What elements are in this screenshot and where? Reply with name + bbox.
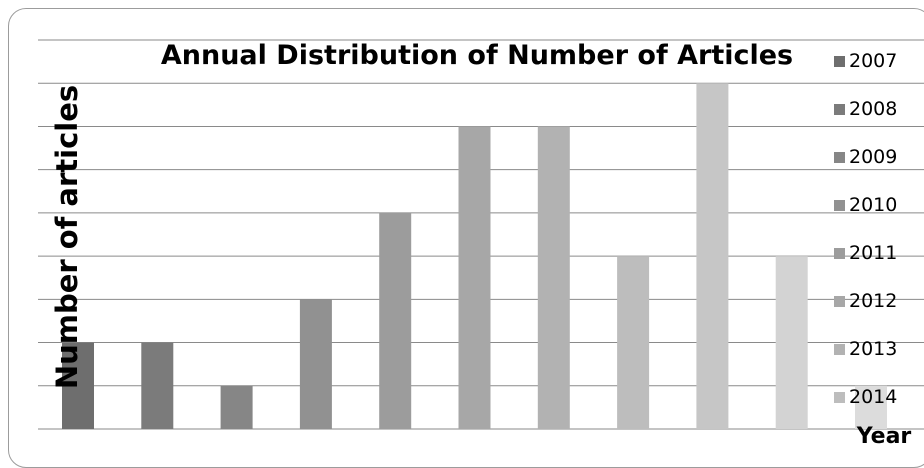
legend: 2007 2008 2009 2010 2011 2012 2013 2014 bbox=[834, 50, 897, 408]
legend-entry-2011: 2011 bbox=[834, 242, 897, 264]
bar-2016 bbox=[775, 256, 808, 429]
legend-entry-2008: 2008 bbox=[834, 98, 897, 120]
bar-2010 bbox=[299, 299, 332, 429]
bar-2014 bbox=[617, 256, 650, 429]
legend-label: 2008 bbox=[849, 98, 897, 120]
legend-label: 2009 bbox=[849, 146, 897, 168]
legend-swatch bbox=[834, 296, 845, 307]
bar-chart: Annual Distribution of Number of Article… bbox=[38, 39, 924, 449]
legend-entry-2012: 2012 bbox=[834, 290, 897, 312]
bar-2015 bbox=[696, 83, 729, 429]
legend-label: 2013 bbox=[849, 338, 897, 360]
bar-2017 bbox=[855, 385, 887, 429]
legend-entry-2014: 2014 bbox=[834, 386, 897, 408]
legend-swatch bbox=[834, 392, 845, 403]
chart-title: Annual Distribution of Number of Article… bbox=[161, 40, 793, 71]
bar-2008 bbox=[141, 342, 174, 429]
legend-label: 2010 bbox=[849, 194, 897, 216]
legend-swatch bbox=[834, 200, 845, 211]
legend-entry-2009: 2009 bbox=[834, 146, 897, 168]
legend-entry-2010: 2010 bbox=[834, 194, 897, 216]
legend-label: 2014 bbox=[849, 386, 897, 408]
legend-swatch bbox=[834, 344, 845, 355]
legend-entry-2007: 2007 bbox=[834, 50, 897, 72]
legend-swatch bbox=[834, 152, 845, 163]
bar-2011 bbox=[379, 212, 412, 429]
legend-swatch bbox=[834, 56, 845, 67]
bar-2007 bbox=[62, 342, 94, 429]
bar-2012 bbox=[458, 126, 491, 429]
bar-2009 bbox=[220, 385, 253, 429]
y-axis-label: Number of articles bbox=[50, 85, 84, 389]
legend-swatch bbox=[834, 104, 845, 115]
x-axis-label: Year bbox=[856, 424, 912, 449]
legend-label: 2012 bbox=[849, 290, 897, 312]
legend-label: 2011 bbox=[849, 242, 897, 264]
bars bbox=[62, 83, 887, 429]
legend-swatch bbox=[834, 248, 845, 259]
bar-2013 bbox=[537, 126, 570, 429]
legend-entry-2013: 2013 bbox=[834, 338, 897, 360]
legend-label: 2007 bbox=[849, 50, 897, 72]
